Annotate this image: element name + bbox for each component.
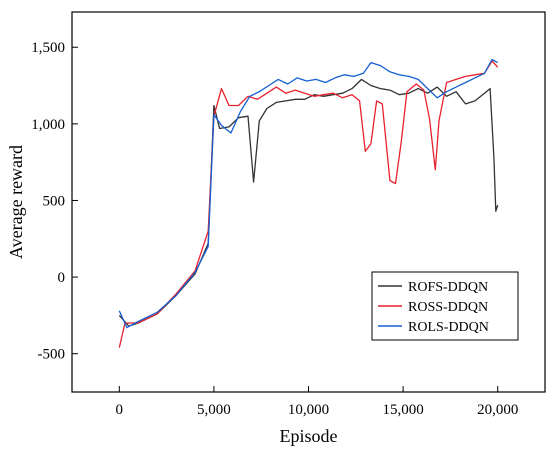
- x-axis-title: Episode: [280, 426, 338, 446]
- x-tick-label: 0: [116, 402, 124, 418]
- y-axis-title: Average reward: [6, 145, 26, 259]
- x-tick-label: 20,000: [477, 402, 518, 418]
- y-tick-label: 500: [43, 193, 66, 209]
- series-line-rols-ddqn: [118, 58, 499, 329]
- legend-label: ROSS-DDQN: [408, 300, 488, 315]
- y-axis: -500 0 500 1,000 1,500: [31, 40, 78, 363]
- x-axis: 0 5,000 10,000 15,000 20,000: [116, 386, 518, 418]
- series-layer: [118, 58, 499, 348]
- x-tick-label: 10,000: [288, 402, 329, 418]
- series-line-ross-ddqn: [118, 60, 499, 348]
- x-tick-label: 5,000: [197, 402, 231, 418]
- legend-label: ROFS-DDQN: [408, 280, 488, 295]
- y-tick-label: -500: [38, 347, 66, 363]
- legend: ROFS-DDQN ROSS-DDQN ROLS-DDQN: [371, 271, 519, 341]
- legend-label: ROLS-DDQN: [408, 320, 489, 335]
- x-tick-label: 15,000: [382, 402, 423, 418]
- y-tick-label: 1,000: [31, 117, 65, 133]
- y-tick-label: 0: [58, 270, 66, 286]
- y-tick-label: 1,500: [31, 40, 65, 56]
